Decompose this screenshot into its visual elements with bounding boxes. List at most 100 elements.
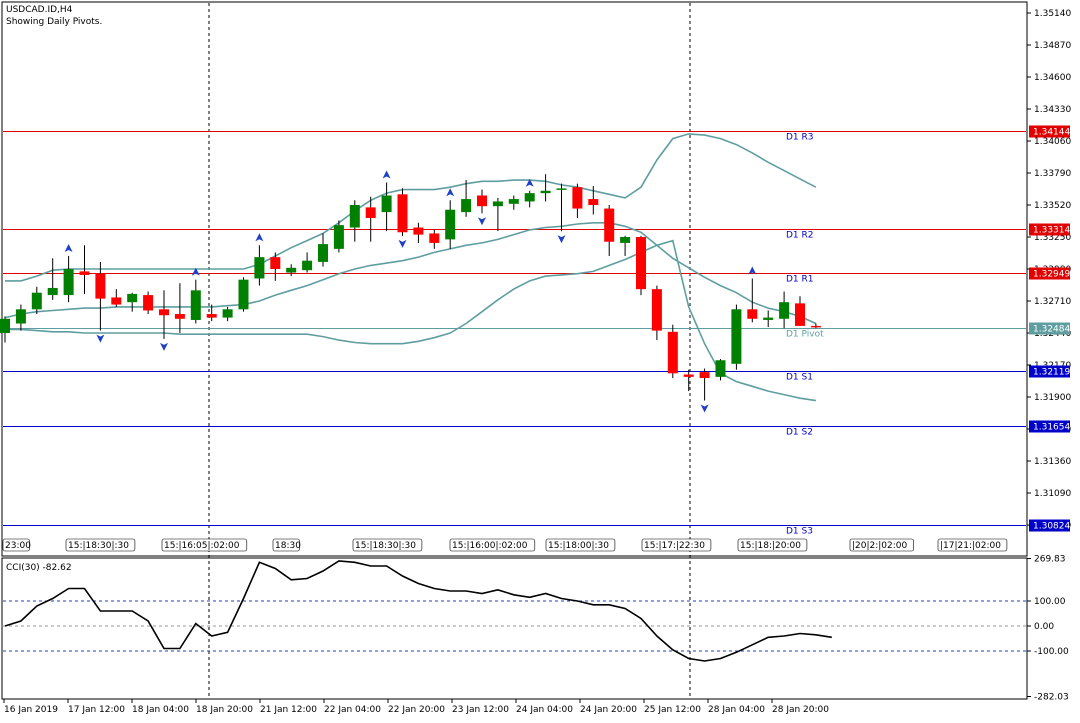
- session-tag-box: [545, 538, 616, 552]
- candle-body: [445, 209, 456, 240]
- time-tick-label: 24 Jan 04:00: [516, 705, 573, 715]
- session-tag-text: 15:|18:00|:30: [548, 541, 609, 551]
- bearish-candle: [795, 296, 805, 326]
- candle-body: [667, 331, 678, 374]
- pivot-lines: D1 R3 D1 R2 D1 R1 D1 Pivot D1 S1 D1 S2 D1 S3: [3, 131, 1026, 537]
- session-tag-box: [641, 538, 712, 552]
- candle-body: [572, 187, 583, 209]
- bullish-candle: [318, 233, 328, 267]
- time-tick-label: 16 Jan 2019: [4, 705, 58, 715]
- time-tick-label: 28 Jan 20:00: [772, 705, 829, 715]
- bearish-candle: [159, 290, 169, 339]
- fractal-down-arrow: [96, 334, 105, 343]
- bullish-candle: [302, 252, 313, 273]
- price-tick-label: 1.31090: [1034, 489, 1071, 499]
- fractal-down-arrow: [700, 404, 709, 413]
- bullish-candle: [492, 197, 503, 232]
- bearish-candle: [413, 222, 424, 243]
- cci-panel-frame: [1, 557, 1028, 700]
- bullish-candle: [508, 195, 519, 210]
- candle-body: [365, 207, 376, 219]
- bullish-candle: [461, 180, 472, 217]
- pivot-line-label: D1 S1: [786, 373, 813, 383]
- time-tick-label: 18 Jan 04:00: [132, 705, 189, 715]
- price-tick-label: 1.33250: [1034, 233, 1071, 243]
- cci-tick-label: -100.00: [1034, 647, 1069, 657]
- session-tag-box: [2, 538, 30, 552]
- bearish-candle: [810, 323, 821, 329]
- bullish-candle: [254, 245, 265, 286]
- band-middle: [4, 222, 817, 325]
- pivot-price-tag-6: [1029, 519, 1070, 532]
- bearish-candle: [174, 283, 185, 333]
- bearish-candle: [747, 278, 758, 323]
- session-tag-text: 23:00: [5, 541, 31, 551]
- session-tag-text: |17|21:|02:00: [940, 541, 1001, 551]
- time-tick-label: 23 Jan 12:00: [452, 705, 509, 715]
- time-tick-label: 28 Jan 04:00: [708, 705, 765, 715]
- candle-body: [413, 227, 424, 235]
- candle-body: [779, 302, 790, 319]
- cci-tick-label: -282.03: [1034, 693, 1069, 703]
- session-tag-text: 15:|18:30|:30: [68, 541, 129, 551]
- bullish-candle: [190, 279, 201, 324]
- bearish-candle: [604, 205, 615, 256]
- fractal-down-arrow: [478, 217, 486, 226]
- bearish-candle: [699, 368, 710, 401]
- cci-label: CCI(30) -82.62: [6, 563, 72, 573]
- candle-body: [302, 260, 313, 271]
- bullish-candle: [47, 258, 58, 300]
- bullish-candle: [556, 183, 567, 232]
- chart-subtitle: Showing Daily Pivots.: [6, 17, 102, 27]
- fractal-up-arrow: [525, 178, 534, 187]
- session-tag-box: [272, 538, 300, 552]
- fractal-up-arrow: [382, 170, 391, 179]
- session-tag-text: 15:|17:|22:30: [644, 541, 705, 551]
- pivot-price-tag-0: [1029, 125, 1070, 138]
- candle-body: [349, 205, 360, 228]
- bullish-candle: [779, 291, 790, 329]
- fractal-up-arrow: [748, 266, 757, 275]
- price-tick-label: 1.34600: [1034, 73, 1071, 83]
- candle-body: [174, 314, 185, 319]
- price-tick-label: 1.31360: [1034, 457, 1071, 467]
- candle-body: [461, 199, 472, 213]
- pivot-line-label: D1 R3: [786, 133, 814, 143]
- fractal-down-arrow: [398, 239, 407, 248]
- bearish-candle: [111, 289, 122, 307]
- candle-body: [747, 309, 758, 319]
- main-chart-frame: [1, 1, 1028, 557]
- symbol-label: USDCAD.ID,H4: [6, 5, 73, 15]
- bullish-candle: [540, 174, 551, 202]
- candle-body: [127, 293, 138, 303]
- candle-body: [651, 289, 662, 331]
- candle-body: [286, 267, 297, 273]
- bullish-candle: [222, 306, 233, 322]
- cci-indicator: 269.83 100.00 0.00 -100.00 -282.03: [3, 555, 1069, 703]
- candle-body: [588, 199, 599, 205]
- session-tag-text: 18:30: [275, 541, 301, 551]
- bearish-candle: [270, 252, 281, 281]
- fractal-up-arrow: [64, 243, 73, 252]
- candle-body: [79, 271, 90, 275]
- price-tick-label: 1.31900: [1034, 393, 1071, 403]
- candle-body: [47, 287, 58, 296]
- price-tick-label: 1.33520: [1034, 201, 1071, 211]
- bearish-candle: [667, 324, 678, 379]
- candle-body: [795, 303, 805, 326]
- fractal-up-arrow: [191, 267, 200, 276]
- candle-body: [524, 193, 535, 202]
- fractal-up-arrow: [446, 188, 455, 197]
- candle-body: [190, 290, 201, 320]
- pivot-price-tag-3: [1029, 322, 1070, 335]
- session-dividers: [208, 3, 691, 698]
- candle-body: [381, 195, 392, 213]
- band-lower: [5, 239, 817, 402]
- bearish-candle: [572, 183, 583, 219]
- pivot-price-tag-4: [1029, 365, 1070, 378]
- session-tag-text: 15:|18:|20:00: [740, 541, 801, 551]
- bearish-candle: [365, 196, 376, 242]
- session-tag-text: |20|2:|02:00: [852, 541, 908, 551]
- fractal-down-arrow: [160, 342, 168, 351]
- time-axis: 16 Jan 2019 17 Jan 12:00 18 Jan 04:00 18 Ja…: [3, 699, 829, 715]
